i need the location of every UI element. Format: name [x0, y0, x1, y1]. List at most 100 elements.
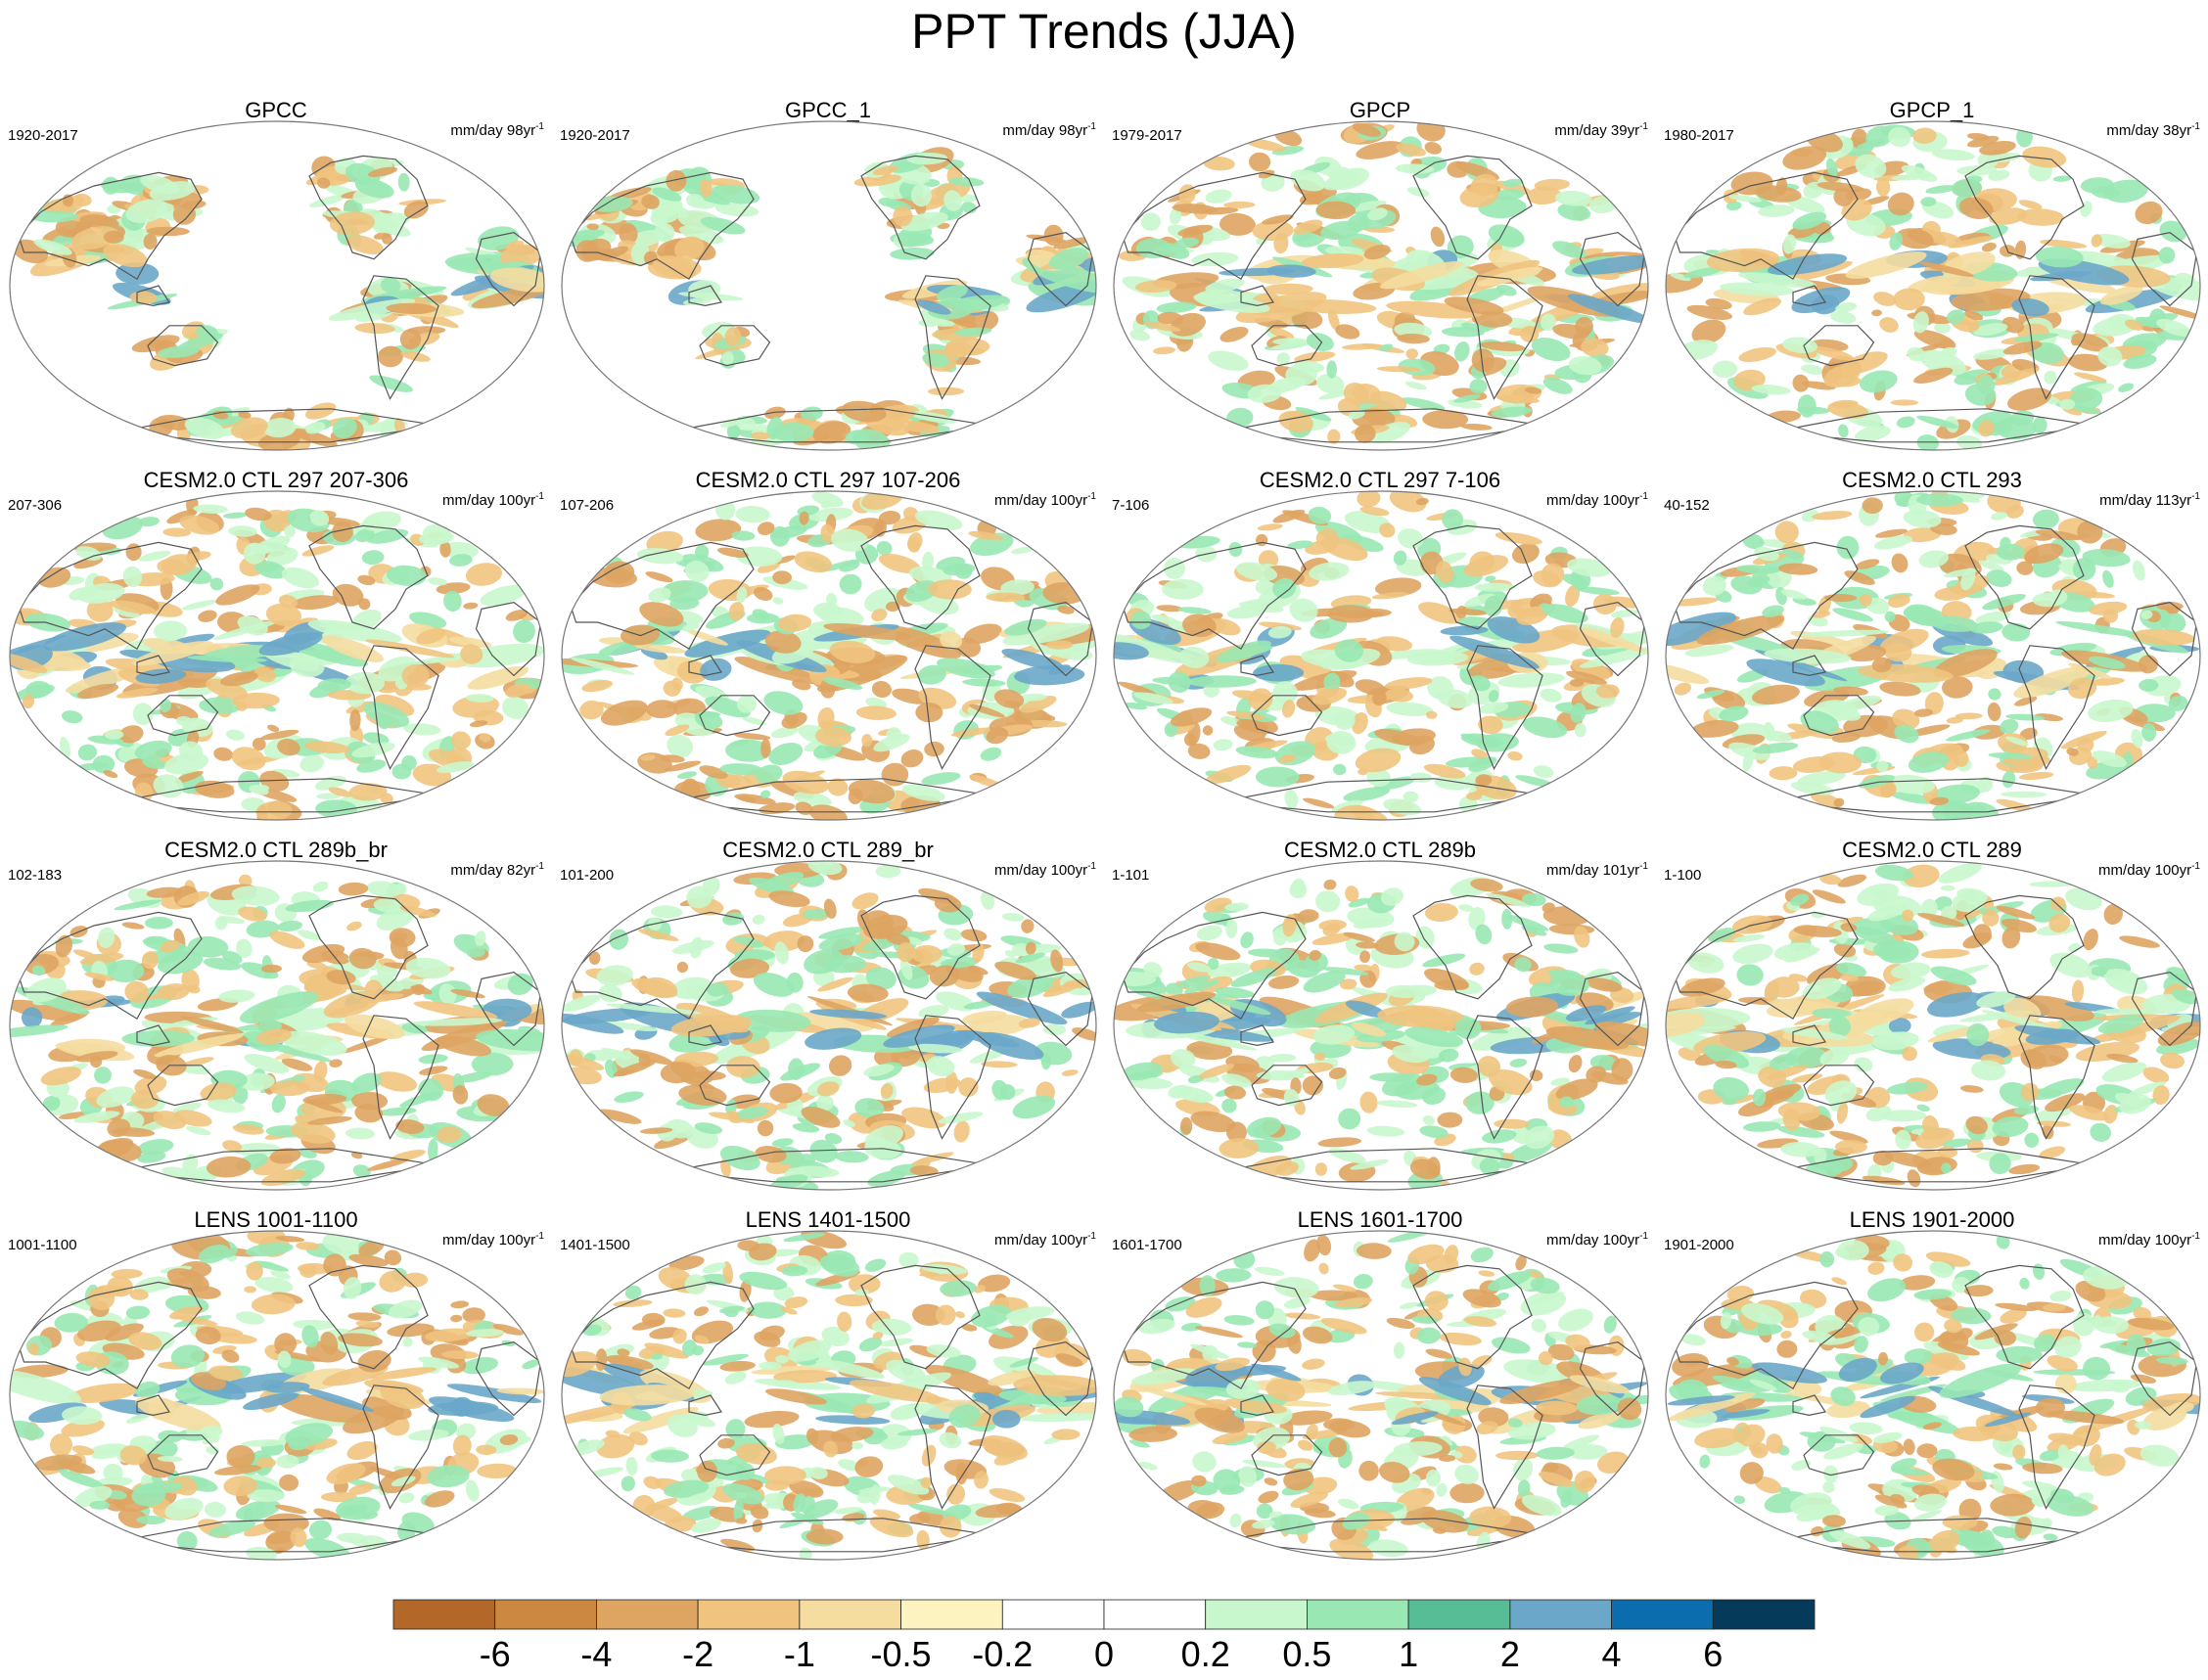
units-prefix: mm/day	[442, 1232, 495, 1249]
units-period: 101yr	[1602, 862, 1640, 879]
map-panel: LENS 1401-1500 1401-1500 mm/day 100yr-1	[552, 1200, 1104, 1569]
units-period: 100yr	[498, 1232, 536, 1249]
panel-units: mm/day 82yr-1	[450, 861, 544, 879]
map-border	[561, 860, 1097, 1191]
units-prefix: mm/day	[1002, 122, 1055, 139]
units-exponent: -1	[1087, 861, 1096, 872]
colorbar-box	[1712, 1599, 1816, 1630]
trend-field	[1667, 1234, 2200, 1560]
trend-field	[1666, 862, 2200, 1188]
panel-period: 1901-2000	[1664, 1237, 1734, 1253]
panel-title: CESM2.0 CTL 289_br	[722, 838, 934, 862]
units-exponent: -1	[1639, 1231, 1648, 1242]
world-map	[1665, 1230, 2201, 1561]
panel-units: mm/day 100yr-1	[2098, 1231, 2200, 1249]
panel-period: 1979-2017	[1112, 127, 1182, 144]
map-panel: CESM2.0 CTL 289 1-100 mm/day 100yr-1	[1656, 830, 2208, 1200]
units-prefix: mm/day	[450, 122, 503, 139]
units-period: 113yr	[2155, 492, 2192, 509]
colorbar-box	[1407, 1599, 1511, 1630]
units-period: 100yr	[1050, 862, 1088, 879]
colorbar-label: -4	[580, 1634, 613, 1674]
units-period: 98yr	[506, 122, 536, 139]
colorbar-label: 4	[1601, 1634, 1622, 1674]
units-prefix: mm/day	[1546, 862, 1599, 879]
units-prefix: mm/day	[2106, 122, 2159, 139]
units-exponent: -1	[1087, 1231, 1096, 1242]
units-prefix: mm/day	[1554, 122, 1607, 139]
trend-field	[1114, 1231, 1648, 1560]
panel-units: mm/day 100yr-1	[994, 491, 1096, 509]
panel-title: GPCC	[245, 98, 307, 122]
units-prefix: mm/day	[2098, 1232, 2151, 1249]
world-map	[9, 490, 545, 821]
panel-units: mm/day 100yr-1	[1546, 491, 1648, 509]
panel-units: mm/day 113yr-1	[2099, 491, 2200, 509]
world-map	[9, 1230, 545, 1561]
units-period: 100yr	[2154, 862, 2192, 879]
units-prefix: mm/day	[1546, 1232, 1599, 1249]
map-border	[1113, 860, 1649, 1191]
units-prefix: mm/day	[994, 862, 1047, 879]
coastlines	[1674, 1264, 2198, 1553]
map-panel: GPCC_1 1920-2017 mm/day 98yr-1	[552, 90, 1104, 460]
units-exponent: -1	[2191, 861, 2200, 872]
colorbar-box	[1103, 1599, 1207, 1630]
colorbar-label: -2	[682, 1634, 714, 1674]
units-prefix: mm/day	[450, 862, 503, 879]
coastlines	[18, 155, 542, 443]
panel-period: 102-183	[8, 867, 63, 884]
units-exponent: -1	[1639, 861, 1648, 872]
panel-title: GPCP_1	[1889, 98, 1975, 122]
colorbar-box	[697, 1599, 801, 1630]
panel-units: mm/day 100yr-1	[994, 1231, 1096, 1249]
panel-period: 1-100	[1664, 867, 1702, 884]
colorbar-box	[1611, 1599, 1714, 1630]
coastlines	[1674, 155, 2198, 443]
panel-title: LENS 1401-1500	[745, 1207, 911, 1232]
trend-field	[1114, 491, 1648, 820]
panel-units: mm/day 98yr-1	[1002, 121, 1096, 139]
colorbar-box	[1205, 1599, 1308, 1630]
colorbar-label: -1	[783, 1634, 815, 1674]
units-exponent: -1	[1639, 491, 1648, 502]
colorbar-box	[1509, 1599, 1613, 1630]
panel-title: CESM2.0 CTL 297 107-206	[695, 468, 961, 492]
panel-period: 1-101	[1112, 867, 1150, 884]
units-period: 100yr	[1050, 1232, 1088, 1249]
units-period: 39yr	[1610, 122, 1640, 139]
map-panel: CESM2.0 CTL 297 107-206 107-206 mm/day 100…	[552, 460, 1104, 830]
world-map	[561, 860, 1097, 1191]
map-panel: LENS 1901-2000 1901-2000 mm/day 100yr-1	[1656, 1200, 2208, 1569]
map-border	[9, 490, 545, 821]
panel-units: mm/day 100yr-1	[1546, 1231, 1648, 1249]
units-period: 100yr	[1602, 1232, 1640, 1249]
map-panel: CESM2.0 CTL 297 207-306 207-306 mm/day 100…	[0, 460, 552, 830]
panel-title: LENS 1001-1100	[194, 1207, 358, 1232]
panel-title: GPCP	[1349, 98, 1411, 122]
panel-title: GPCC_1	[784, 98, 872, 122]
map-panel: GPCC 1920-2017 mm/day 98yr-1	[0, 90, 552, 460]
panel-units: mm/day 100yr-1	[442, 491, 544, 509]
panel-title: CESM2.0 CTL 289	[1842, 838, 2022, 862]
colorbar-label: 0.5	[1282, 1634, 1332, 1674]
panel-period: 107-206	[560, 497, 615, 514]
colorbar-label: 2	[1499, 1634, 1520, 1674]
map-panel: LENS 1601-1700 1601-1700 mm/day 100yr-1	[1104, 1200, 1656, 1569]
units-exponent: -1	[1087, 121, 1096, 132]
map-panel: CESM2.0 CTL 289b 1-101 mm/day 101yr-1	[1104, 830, 1656, 1200]
map-border	[1665, 120, 2201, 451]
panel-title: LENS 1901-2000	[1849, 1207, 2015, 1232]
panel-units: mm/day 100yr-1	[2098, 861, 2200, 879]
panel-period: 40-152	[1664, 497, 1710, 514]
colorbar-box	[1001, 1599, 1105, 1630]
colorbar-label: -0.2	[972, 1634, 1034, 1674]
colorbar: -6 -4 -2 -1 -0.5 -0.2 0 0.2 0.5 1 2 4 6	[0, 1595, 2208, 1680]
world-map	[561, 1230, 1097, 1561]
colorbar-box	[799, 1599, 902, 1630]
units-exponent: -1	[535, 861, 544, 872]
panel-period: 7-106	[1112, 497, 1150, 514]
world-map	[561, 490, 1097, 821]
world-map	[1113, 1230, 1649, 1561]
